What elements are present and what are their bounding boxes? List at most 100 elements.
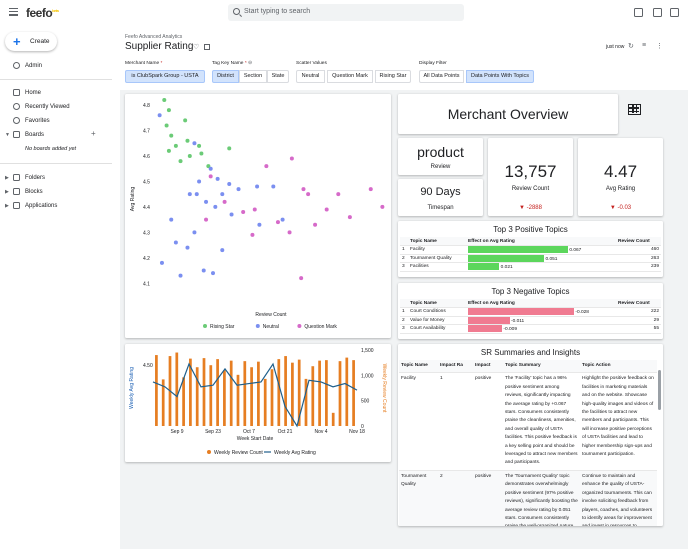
row-index: 3 — [400, 324, 408, 334]
breadcrumb[interactable]: Feefo Advanced Analytics — [125, 34, 183, 40]
table-row[interactable]: 1 Facility 0.067 460 — [400, 245, 661, 255]
data-point — [164, 123, 169, 128]
column-header[interactable]: Review Count — [616, 299, 661, 308]
add-board-icon[interactable]: + — [91, 129, 96, 138]
table-row[interactable]: 1 Court Conditions -0.028 222 — [400, 307, 661, 317]
review-count: 460 — [616, 245, 661, 255]
column-header[interactable]: Impact Ra — [438, 360, 473, 374]
review-count-delta: ▼ -2888 — [519, 205, 542, 211]
data-point — [347, 215, 352, 220]
table-row[interactable]: 3 Facilities 0.021 239 — [400, 262, 661, 272]
tag-key-option-district[interactable]: District — [212, 70, 239, 83]
scatter-chart[interactable]: 4.8 4.7 4.6 4.5 4.4 4.3 4.2 4.1 Avg Rating Review… — [125, 94, 391, 338]
table-row[interactable]: 2 Tournament Quality 0.051 263 — [400, 254, 661, 263]
row-index: 1 — [400, 307, 408, 317]
scrollbar[interactable] — [658, 370, 661, 410]
search-bar[interactable]: Start typing to search — [228, 4, 464, 21]
refresh-icon[interactable]: ↻ — [628, 43, 634, 50]
data-point — [227, 182, 232, 186]
x-tick-label: Sep 9 — [170, 429, 183, 435]
table-row[interactable]: Tournament Quality 2 positive The 'Tourn… — [399, 470, 657, 526]
data-point — [206, 164, 211, 169]
x-tick-label: Oct 21 — [278, 429, 293, 435]
table-row[interactable]: Facility 1 positive The 'Facility' topic… — [399, 372, 657, 471]
y2-tick-label: 1,000 — [361, 373, 374, 379]
nav-boards[interactable]: ▼ Boards + — [5, 129, 96, 138]
board-icon — [13, 131, 20, 138]
column-header[interactable]: Topic Action — [580, 360, 657, 374]
column-header[interactable]: Effect on Avg Rating — [466, 299, 616, 308]
bar — [291, 362, 294, 426]
tag-key-option-section[interactable]: Section — [239, 70, 267, 83]
data-point — [252, 207, 257, 212]
column-header[interactable]: Topic Name — [408, 299, 466, 308]
help-icon[interactable] — [653, 8, 662, 17]
review-count: 239 — [616, 262, 661, 272]
column-header[interactable]: Topic Summary — [503, 360, 580, 374]
row-index: 1 — [400, 245, 408, 255]
data-point — [201, 268, 206, 273]
impact-rank: 1 — [438, 372, 473, 471]
create-button[interactable]: + Create — [5, 32, 57, 51]
table-row[interactable]: 2 Value for Money -0.011 29 — [400, 316, 661, 325]
merchant-filter-value[interactable]: is ClubSpark Group - USTA — [125, 70, 205, 83]
data-point — [187, 192, 192, 197]
impact: positive — [473, 470, 503, 526]
logo[interactable]: feefobeta — [26, 6, 59, 20]
legend-label: Question Mark — [304, 324, 337, 330]
y2-axis-label: Weekly Review Count — [381, 364, 387, 413]
data-point — [271, 184, 276, 189]
data-point — [169, 217, 174, 222]
search-input[interactable]: Start typing to search — [244, 8, 311, 15]
filter-icon[interactable]: ≡ — [642, 42, 647, 49]
display-option-all[interactable]: All Data Points — [419, 70, 464, 83]
column-header[interactable]: Impact — [473, 360, 503, 374]
table-row[interactable]: 3 Court Availability -0.009 55 — [400, 324, 661, 334]
data-point — [187, 154, 192, 158]
caret-right-icon[interactable]: ▶ — [5, 175, 9, 181]
display-option-with-topics[interactable]: Data Points With Topics — [466, 70, 534, 83]
data-point — [192, 141, 197, 146]
bar — [270, 369, 274, 426]
data-point — [204, 199, 209, 204]
review-count-label: Review Count — [511, 186, 550, 192]
notes-icon[interactable] — [670, 8, 679, 17]
legend-marker — [203, 324, 207, 328]
more-icon[interactable]: ⋮ — [656, 43, 663, 50]
caret-down-icon[interactable]: ▼ — [5, 132, 10, 138]
copy-icon[interactable] — [204, 44, 210, 50]
review-count: 55 — [616, 324, 661, 334]
scatter-option-rising-star[interactable]: Rising Star — [375, 70, 411, 83]
effect-bar — [468, 246, 568, 254]
y-axis-label: Weekly Avg Rating — [129, 367, 135, 409]
column-header[interactable]: Topic Name — [399, 360, 438, 374]
data-point — [213, 204, 218, 209]
bar — [223, 370, 226, 426]
bar — [243, 361, 247, 426]
column-header[interactable]: Review Count — [616, 237, 661, 246]
menu-icon[interactable] — [9, 8, 18, 16]
caret-right-icon[interactable]: ▶ — [5, 203, 9, 209]
data-point — [208, 174, 213, 179]
legend-marker — [255, 324, 260, 328]
effect-bar — [468, 254, 545, 262]
scatter-option-neutral[interactable]: Neutral — [296, 70, 325, 83]
heart-icon[interactable]: ♡ — [193, 44, 200, 51]
scatter-chart-card: 4.8 4.7 4.6 4.5 4.4 4.3 4.2 4.1 Avg Rating Review… — [125, 94, 391, 338]
column-header[interactable]: Topic Name — [408, 237, 466, 246]
topic-name: Tournament Quality — [399, 470, 438, 526]
calendar-icon[interactable] — [634, 8, 643, 17]
bar — [331, 412, 335, 426]
tag-key-option-state[interactable]: State — [267, 70, 289, 83]
apps-icon — [13, 202, 20, 209]
bar — [155, 355, 158, 426]
column-header[interactable]: Effect on Avg Rating — [466, 237, 616, 246]
table-icon[interactable] — [628, 104, 641, 115]
negative-topics-card: Top 3 Negative Topics Topic Name Effect … — [398, 283, 663, 339]
bar — [297, 359, 301, 426]
scatter-option-question-mark[interactable]: Question Mark — [327, 70, 373, 83]
weekly-chart[interactable]: 4.50 1,500 1,000 500 0 Sep 9 Sep 23 Oct 7 Oct 21… — [125, 344, 391, 462]
x-tick-label: Nov 4 — [314, 429, 327, 435]
caret-right-icon[interactable]: ▶ — [5, 189, 9, 195]
effect-bar — [468, 316, 510, 324]
